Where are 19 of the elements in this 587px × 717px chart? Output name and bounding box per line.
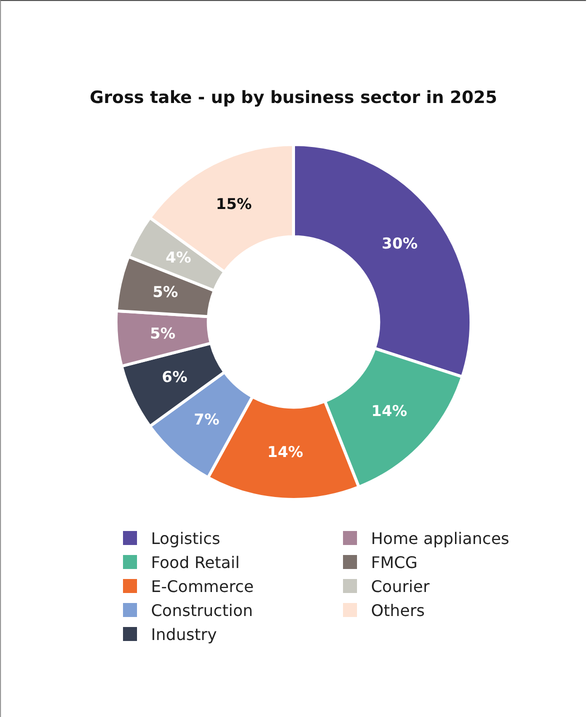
- data-label: 15%: [216, 194, 252, 213]
- data-label: 4%: [166, 248, 192, 267]
- legend-label: Construction: [150, 600, 254, 622]
- data-label: 7%: [194, 410, 220, 428]
- data-label: 14%: [371, 402, 408, 420]
- data-label: 30%: [382, 234, 418, 253]
- data-label: 6%: [162, 368, 188, 386]
- legend-label: FMCG: [370, 552, 419, 574]
- data-label: 5%: [152, 283, 178, 302]
- legend-label: Food Retail: [150, 552, 241, 574]
- legend-label: E-Commerce: [150, 576, 255, 598]
- data-label: 5%: [150, 324, 176, 342]
- legend-label: Home appliances: [370, 528, 510, 550]
- data-label: 14%: [267, 442, 304, 461]
- legend-label: Logistics: [150, 528, 222, 550]
- legend-label: Others: [370, 600, 426, 622]
- legend-label: Industry: [150, 624, 218, 646]
- legend-label: Courier: [370, 576, 431, 598]
- chart-title: Gross take - up by business sector in 2025: [88, 88, 498, 108]
